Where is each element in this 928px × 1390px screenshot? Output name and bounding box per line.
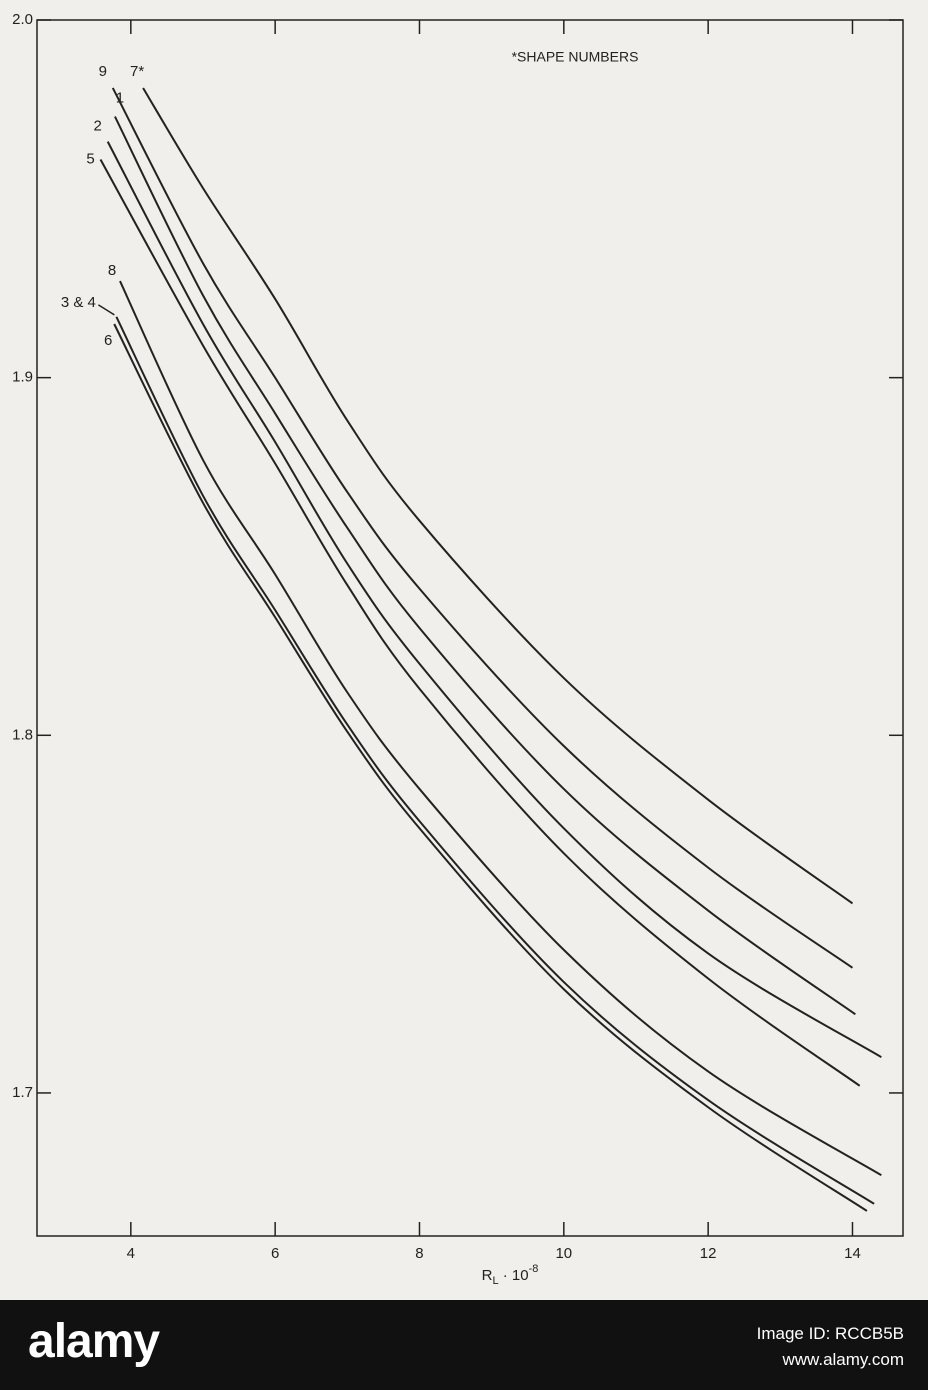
x-tick-label: 12 xyxy=(700,1245,717,1262)
x-tick-label: 4 xyxy=(127,1245,135,1262)
chart: *SHAPE NUMBERS RL · 10-8 4 6 8 10 12 14 2.0 1.9… xyxy=(12,11,904,1287)
curve xyxy=(111,87,854,969)
plot-frame xyxy=(36,19,904,1237)
curve xyxy=(99,158,861,1087)
curve-label: 8 xyxy=(108,262,116,279)
watermark-url: www.alamy.com xyxy=(782,1350,904,1369)
y-tick-label: 1.8 xyxy=(12,726,33,743)
curve xyxy=(142,87,854,905)
curve-label: 1 xyxy=(116,90,124,107)
curve xyxy=(106,141,882,1059)
curve-label: 7* xyxy=(130,63,144,80)
curve-label: 9 xyxy=(99,63,107,80)
curve xyxy=(113,323,868,1212)
label-leader xyxy=(97,304,115,316)
watermark-bar: alamy Image ID: RCCB5B www.alamy.com xyxy=(0,1300,928,1390)
x-tick-label: 14 xyxy=(844,1245,861,1262)
watermark-id: Image ID: RCCB5B xyxy=(756,1324,904,1343)
curve-label: 2 xyxy=(94,118,102,135)
curve xyxy=(115,316,875,1205)
curve-label: 3 & 4 xyxy=(61,294,96,311)
curve-label: 6 xyxy=(104,332,112,349)
curve xyxy=(114,116,856,1016)
x-axis-label: RL · 10-8 xyxy=(482,1263,539,1287)
watermark-brand: alamy xyxy=(28,1315,160,1368)
x-tick-label: 8 xyxy=(415,1245,423,1262)
curve-label: 5 xyxy=(86,150,94,167)
curve xyxy=(119,280,882,1177)
x-tick-label: 10 xyxy=(555,1245,572,1262)
y-tick-label: 1.7 xyxy=(12,1084,33,1101)
annotation: *SHAPE NUMBERS xyxy=(512,49,639,65)
y-tick-label: 2.0 xyxy=(12,11,33,28)
y-tick-label: 1.9 xyxy=(12,369,33,386)
x-tick-label: 6 xyxy=(271,1245,279,1262)
